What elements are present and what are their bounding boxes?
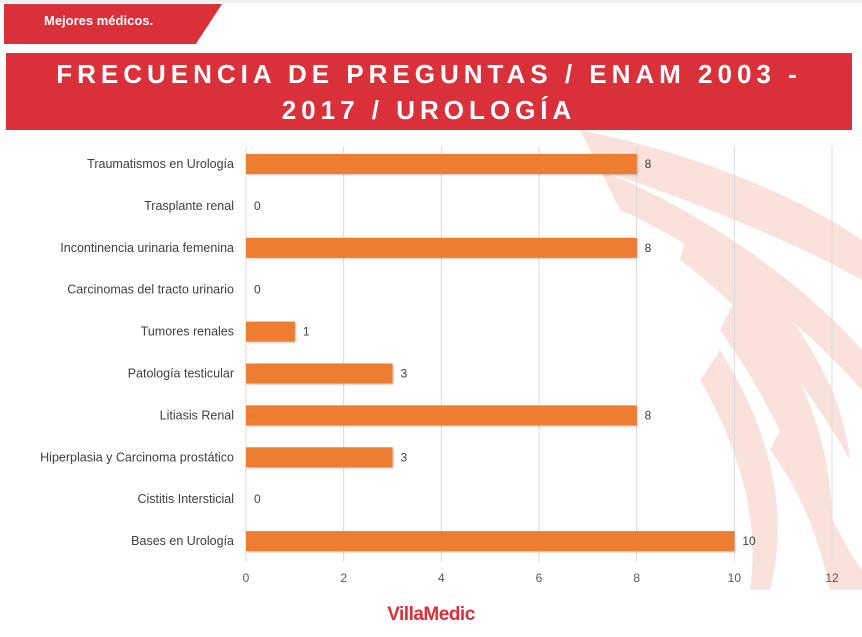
data-label: 1	[303, 325, 310, 339]
data-label: 10	[742, 534, 756, 548]
data-label: 8	[645, 241, 652, 255]
category-label: Carcinomas del tracto urinario	[67, 283, 234, 297]
page-title: FRECUENCIA DE PREGUNTAS / ENAM 2003 - 20…	[56, 58, 802, 125]
category-label: Patología testicular	[128, 367, 234, 381]
category-label: Trasplante renal	[144, 199, 234, 213]
category-label: Bases en Urología	[131, 534, 234, 548]
category-label: Tumores renales	[141, 325, 234, 339]
data-label: 0	[254, 492, 261, 506]
background-phoenix-watermark	[580, 130, 862, 590]
category-label: Hiperplasia y Carcinoma prostático	[40, 450, 234, 464]
bar	[246, 363, 393, 384]
bar	[246, 237, 637, 258]
data-label: 0	[254, 199, 261, 213]
tagline-tab	[4, 4, 222, 44]
data-label: 3	[401, 367, 408, 381]
data-label: 8	[645, 157, 652, 171]
villamedic-logo: VillaMedic	[387, 604, 475, 625]
x-tick-label: 12	[825, 571, 839, 585]
data-label: 0	[254, 283, 261, 297]
title-banner: FRECUENCIA DE PREGUNTAS / ENAM 2003 - 20…	[6, 53, 852, 130]
bar	[246, 405, 637, 426]
data-label: 3	[401, 450, 408, 464]
x-tick-label: 8	[633, 571, 640, 585]
category-label: Traumatismos en Urología	[87, 157, 234, 171]
category-label: Incontinencia urinaria femenina	[60, 241, 234, 255]
bar	[246, 154, 637, 174]
category-label: Litiasis Renal	[160, 408, 234, 422]
bar	[246, 447, 393, 468]
category-label: Cistitis Intersticial	[137, 492, 234, 506]
bar	[246, 531, 735, 552]
x-tick-label: 10	[728, 571, 742, 585]
x-tick-label: 4	[438, 571, 445, 585]
x-tick-label: 2	[340, 571, 347, 585]
data-label: 8	[645, 408, 652, 422]
x-tick-label: 6	[536, 571, 543, 585]
tagline: Mejores médicos.	[44, 13, 154, 28]
x-tick-label: 0	[243, 571, 250, 585]
bar	[246, 321, 295, 342]
top-rule	[0, 0, 862, 3]
